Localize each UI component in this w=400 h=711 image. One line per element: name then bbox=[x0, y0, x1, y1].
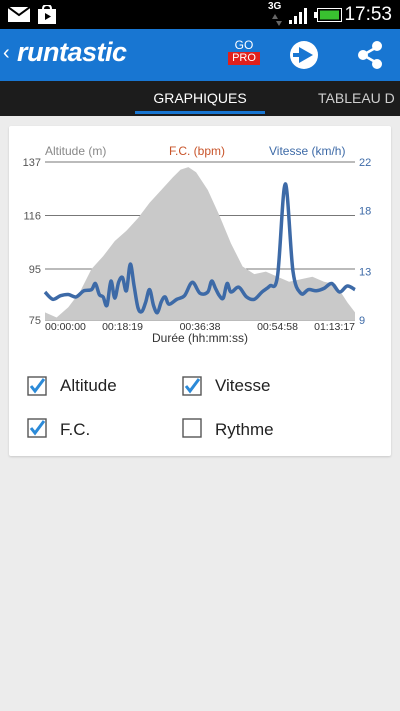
clock: 17:53 bbox=[344, 4, 392, 25]
pro-badge: PRO bbox=[228, 52, 260, 65]
x-tick-label: 00:18:19 bbox=[102, 321, 143, 333]
go-label: GO bbox=[234, 38, 254, 52]
back-icon[interactable]: ‹ bbox=[3, 42, 10, 64]
chart-card: Altitude (m) F.C. (bpm) Vitesse (km/h) 1… bbox=[9, 126, 391, 456]
mail-icon bbox=[8, 7, 30, 22]
signal-icon bbox=[289, 8, 307, 24]
checkbox-vitesse[interactable] bbox=[182, 376, 202, 396]
legend-hr: F.C. (bpm) bbox=[169, 144, 225, 158]
x-tick-label: 01:13:17 bbox=[314, 321, 355, 333]
checkbox-rythme[interactable] bbox=[182, 418, 202, 438]
chart: Altitude (m) F.C. (bpm) Vitesse (km/h) 1… bbox=[23, 144, 372, 345]
play-icon[interactable] bbox=[288, 39, 320, 71]
checkbox-fc[interactable] bbox=[27, 418, 47, 438]
battery-icon bbox=[314, 8, 342, 22]
left-tick-label: 95 bbox=[29, 264, 41, 276]
checkbox-altitude[interactable] bbox=[27, 376, 47, 396]
network-3g-icon: 3G bbox=[268, 1, 282, 12]
data-arrows-icon bbox=[272, 14, 282, 26]
right-tick-label: 18 bbox=[359, 206, 371, 218]
tab-tableau[interactable]: TABLEAU D bbox=[318, 90, 395, 106]
x-tick-label: 00:54:58 bbox=[257, 321, 298, 333]
brand-logo[interactable]: runtastic bbox=[17, 37, 127, 67]
tab-graphiques[interactable]: GRAPHIQUES bbox=[153, 90, 247, 106]
legend-altitude: Altitude (m) bbox=[45, 144, 106, 158]
right-tick-label: 13 bbox=[359, 266, 371, 278]
share-icon[interactable] bbox=[354, 39, 386, 71]
x-tick-label: 00:00:00 bbox=[45, 321, 86, 333]
right-tick-label: 22 bbox=[359, 157, 371, 169]
tab-bar: GRAPHIQUES TABLEAU D bbox=[0, 81, 400, 116]
speed-line bbox=[43, 182, 356, 315]
altitude-area bbox=[45, 167, 355, 320]
x-axis-title: Durée (hh:mm:ss) bbox=[152, 331, 248, 345]
tab-indicator bbox=[135, 111, 265, 114]
store-icon bbox=[38, 5, 56, 24]
checkbox-fc-label[interactable]: F.C. bbox=[60, 420, 91, 439]
go-pro-button[interactable]: GO PRO bbox=[228, 39, 260, 65]
checkbox-vitesse-label[interactable]: Vitesse bbox=[215, 376, 271, 395]
left-tick-label: 116 bbox=[23, 211, 41, 223]
left-tick-label: 75 bbox=[29, 315, 41, 327]
app-bar: ‹ runtastic GO PRO bbox=[0, 29, 400, 81]
right-tick-label: 9 bbox=[359, 315, 365, 327]
x-tick-label: 00:36:38 bbox=[180, 321, 221, 333]
checkbox-rythme-label[interactable]: Rythme bbox=[215, 420, 274, 439]
left-tick-label: 137 bbox=[23, 157, 41, 169]
legend-speed: Vitesse (km/h) bbox=[269, 144, 345, 158]
checkbox-altitude-label[interactable]: Altitude bbox=[60, 376, 117, 395]
status-bar: 3G 17:53 bbox=[0, 0, 400, 29]
